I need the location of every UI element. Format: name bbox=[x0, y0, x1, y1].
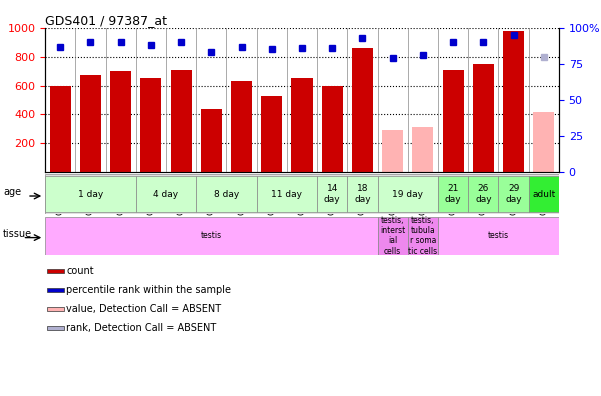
Bar bbox=[503, 30, 524, 172]
Bar bbox=[45, 176, 136, 212]
Bar bbox=[377, 176, 438, 212]
Bar bbox=[498, 176, 529, 212]
Bar bbox=[352, 48, 373, 172]
Bar bbox=[317, 176, 347, 212]
Text: 19 day: 19 day bbox=[392, 190, 423, 198]
Text: testis,
tubula
r soma
tic cells: testis, tubula r soma tic cells bbox=[408, 215, 438, 256]
Text: 21
day: 21 day bbox=[445, 185, 462, 204]
Text: 14
day: 14 day bbox=[324, 185, 341, 204]
Text: testis,
interst
ial
cells: testis, interst ial cells bbox=[380, 215, 405, 256]
Text: 8 day: 8 day bbox=[214, 190, 239, 198]
Bar bbox=[322, 86, 343, 172]
Bar bbox=[382, 130, 403, 172]
Bar bbox=[47, 307, 64, 311]
Text: percentile rank within the sample: percentile rank within the sample bbox=[66, 285, 231, 295]
Bar bbox=[110, 71, 131, 172]
Text: value, Detection Call = ABSENT: value, Detection Call = ABSENT bbox=[66, 304, 221, 314]
Bar bbox=[196, 176, 257, 212]
Bar bbox=[529, 176, 559, 212]
Bar bbox=[140, 78, 162, 172]
Text: age: age bbox=[3, 187, 21, 197]
Bar bbox=[50, 86, 71, 172]
Bar bbox=[377, 217, 408, 255]
Bar bbox=[412, 128, 433, 172]
Bar bbox=[45, 217, 377, 255]
Text: count: count bbox=[66, 267, 94, 276]
Bar bbox=[347, 176, 377, 212]
Text: 18
day: 18 day bbox=[354, 185, 371, 204]
Text: testis: testis bbox=[201, 231, 222, 240]
Bar bbox=[47, 326, 64, 330]
Text: rank, Detection Call = ABSENT: rank, Detection Call = ABSENT bbox=[66, 323, 216, 333]
Bar bbox=[136, 176, 196, 212]
Text: testis: testis bbox=[488, 231, 509, 240]
Bar bbox=[257, 176, 317, 212]
Bar bbox=[291, 78, 313, 172]
Text: 26
day: 26 day bbox=[475, 185, 492, 204]
Bar bbox=[47, 269, 64, 273]
Bar bbox=[442, 70, 464, 172]
Bar bbox=[171, 70, 192, 172]
Bar bbox=[47, 288, 64, 292]
Bar bbox=[533, 112, 554, 172]
Text: GDS401 / 97387_at: GDS401 / 97387_at bbox=[45, 13, 167, 27]
Bar bbox=[201, 109, 222, 172]
Text: 4 day: 4 day bbox=[153, 190, 178, 198]
Text: 1 day: 1 day bbox=[78, 190, 103, 198]
Bar bbox=[438, 176, 468, 212]
Bar bbox=[408, 217, 438, 255]
Text: 29
day: 29 day bbox=[505, 185, 522, 204]
Bar bbox=[473, 64, 494, 172]
Bar bbox=[231, 81, 252, 172]
Text: tissue: tissue bbox=[3, 228, 32, 239]
Text: 11 day: 11 day bbox=[272, 190, 302, 198]
Bar bbox=[438, 217, 559, 255]
Text: adult: adult bbox=[532, 190, 555, 198]
Bar bbox=[80, 75, 101, 172]
Bar bbox=[468, 176, 498, 212]
Bar bbox=[261, 96, 282, 172]
